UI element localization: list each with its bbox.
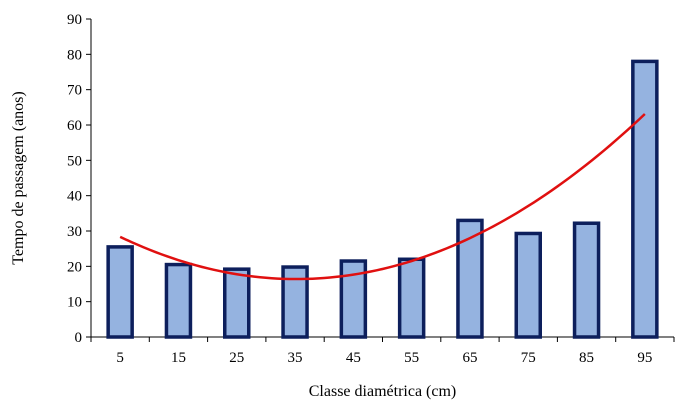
x-tick-label: 45 (346, 350, 361, 366)
bar (106, 245, 134, 339)
y-tick-label: 30 (67, 224, 82, 240)
y-tick-label: 20 (67, 259, 82, 275)
bar (281, 265, 309, 339)
x-tick-label: 15 (171, 350, 186, 366)
y-axis-title: Tempo de passagem (anos) (10, 91, 27, 265)
bar (164, 262, 193, 339)
x-tick-label: 85 (579, 350, 594, 366)
bar (514, 231, 542, 339)
y-tick-label: 70 (67, 83, 82, 99)
x-tick-label: 5 (116, 350, 124, 366)
trendline-layer (119, 113, 646, 281)
y-tick-label: 40 (67, 189, 82, 205)
x-tick-label: 65 (462, 350, 477, 366)
bar (397, 257, 426, 339)
trendline (119, 113, 646, 281)
x-axis-title: Classe diamétrica (cm) (309, 383, 457, 400)
y-tick-label: 50 (67, 153, 82, 169)
y-tick-label: 90 (67, 12, 82, 28)
x-tick-label: 95 (637, 350, 652, 366)
bar (223, 267, 251, 339)
x-tick-label: 55 (404, 350, 419, 366)
x-tick-label: 35 (288, 350, 303, 366)
tick-labels: 0 10 20 30 40 50 60 70 80 90 5 15 25 35 45 55 65 75 85 95 (67, 12, 652, 366)
bar (456, 218, 484, 339)
bar (572, 221, 601, 339)
x-tick-label: 25 (229, 350, 244, 366)
y-tick-label: 80 (67, 47, 82, 63)
y-tick-label: 60 (67, 118, 82, 134)
bar (631, 59, 659, 339)
bars (106, 59, 659, 339)
y-tick-label: 10 (67, 295, 82, 311)
x-tick-label: 75 (521, 350, 536, 366)
y-tick-label: 0 (75, 330, 83, 346)
